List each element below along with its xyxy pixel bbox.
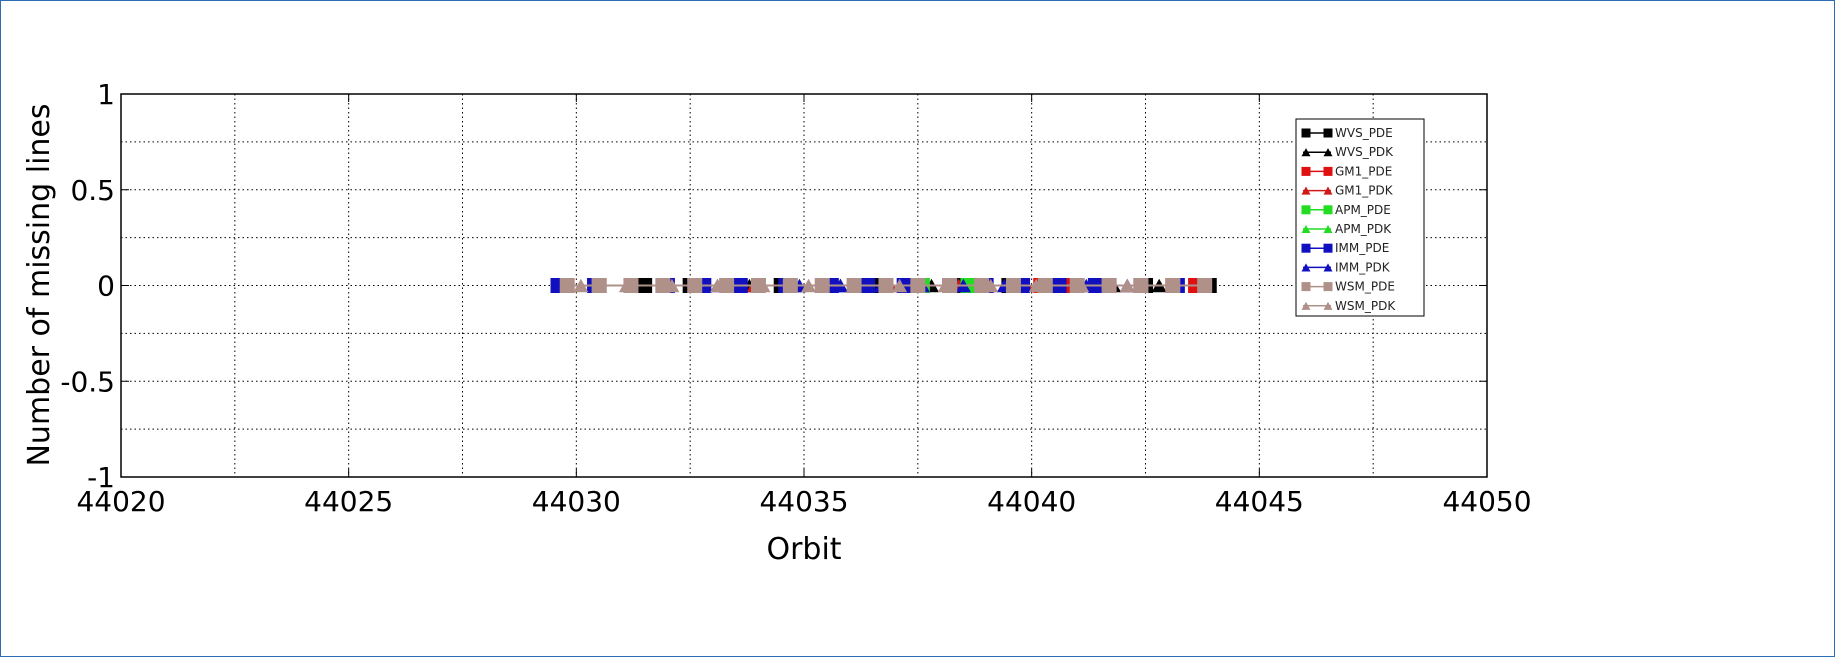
legend-label: WVS_PDK [1335,145,1394,159]
y-tick-labels: -1 -0.5 0 0.5 1 [60,78,115,494]
y-tick-label: -0.5 [60,365,115,398]
legend-marker [1324,167,1333,176]
legend-marker [1324,129,1333,138]
legend: WVS_PDE WVS_PDK GM1_PDE GM1_PDK APM_PDE APM_P… [1296,119,1424,316]
legend-label: WVS_PDE [1335,126,1393,140]
y-tick-label: -1 [87,461,115,494]
data-point [1197,278,1212,293]
x-axis-label: Orbit [766,532,841,567]
y-tick-label: 0 [97,270,115,303]
legend-marker [1302,282,1311,291]
legend-label: GM1_PDE [1335,164,1392,178]
legend-label: WSM_PDK [1335,299,1396,313]
y-axis-label: Number of missing lines [22,103,57,466]
legend-marker [1302,244,1311,253]
legend-marker [1302,205,1311,214]
legend-label: GM1_PDK [1335,184,1394,198]
x-tick-label: 44050 [1442,485,1531,518]
x-tick-label: 44025 [304,485,393,518]
legend-label: IMM_PDE [1335,241,1389,255]
y-tick-label: 1 [97,78,115,111]
x-tick-label: 44030 [532,485,621,518]
y-tick-label: 0.5 [70,174,115,207]
x-tick-label: 44035 [759,485,848,518]
legend-label: APM_PDE [1335,203,1391,217]
legend-marker [1302,167,1311,176]
legend-marker [1302,129,1311,138]
legend-label: IMM_PDK [1335,260,1391,274]
x-tick-label: 44045 [1215,485,1304,518]
x-tick-label: 44040 [987,485,1076,518]
legend-marker [1324,205,1333,214]
x-tick-labels: 44020 44025 44030 44035 44040 44045 44050 [76,485,1531,518]
legend-marker [1324,244,1333,253]
legend-label: APM_PDK [1335,222,1392,236]
legend-label: WSM_PDE [1335,280,1395,294]
legend-marker [1324,282,1333,291]
data-point [560,278,575,293]
